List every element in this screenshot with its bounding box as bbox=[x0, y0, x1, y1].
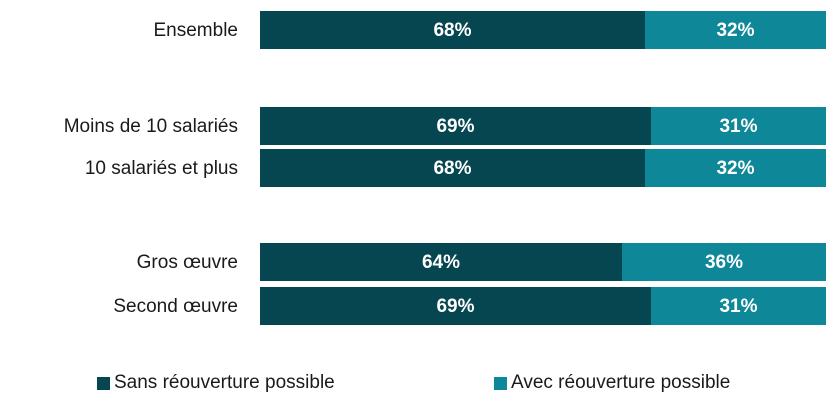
bar-sans-reouverture bbox=[260, 107, 651, 145]
bar-sans-reouverture bbox=[260, 11, 645, 49]
category-label: Moins de 10 salariés bbox=[63, 116, 238, 137]
value-label: 32% bbox=[716, 20, 755, 41]
value-label: 68% bbox=[433, 158, 472, 179]
value-label: 32% bbox=[716, 158, 755, 179]
bar-avec-reouverture bbox=[651, 287, 826, 325]
legend-swatch bbox=[494, 376, 507, 390]
bar-avec-reouverture bbox=[622, 243, 826, 281]
value-label: 64% bbox=[421, 252, 461, 273]
category-label: Ensemble bbox=[153, 20, 239, 41]
bar-avec-reouverture bbox=[651, 107, 826, 145]
value-label: 69% bbox=[436, 296, 475, 317]
value-label: 69% bbox=[436, 116, 475, 137]
value-label: 68% bbox=[433, 20, 472, 41]
value-label: 31% bbox=[719, 116, 758, 137]
bar-avec-reouverture bbox=[645, 149, 826, 187]
bar-sans-reouverture bbox=[260, 149, 645, 187]
legend-item: Sans réouverture possible bbox=[97, 372, 335, 394]
legend-item: Avec réouverture possible bbox=[494, 372, 730, 394]
legend-label: Avec réouverture possible bbox=[511, 372, 731, 393]
legend-swatch bbox=[97, 376, 110, 390]
bar-avec-reouverture bbox=[645, 11, 826, 49]
value-label: 36% bbox=[704, 252, 744, 273]
bar-sans-reouverture bbox=[260, 287, 651, 325]
category-label: Second œuvre bbox=[113, 296, 238, 317]
category-label: Gros œuvre bbox=[136, 252, 238, 273]
bar-sans-reouverture bbox=[260, 243, 622, 281]
legend-label: Sans réouverture possible bbox=[114, 372, 335, 393]
category-label: 10 salariés et plus bbox=[84, 158, 238, 179]
value-label: 31% bbox=[719, 296, 758, 317]
